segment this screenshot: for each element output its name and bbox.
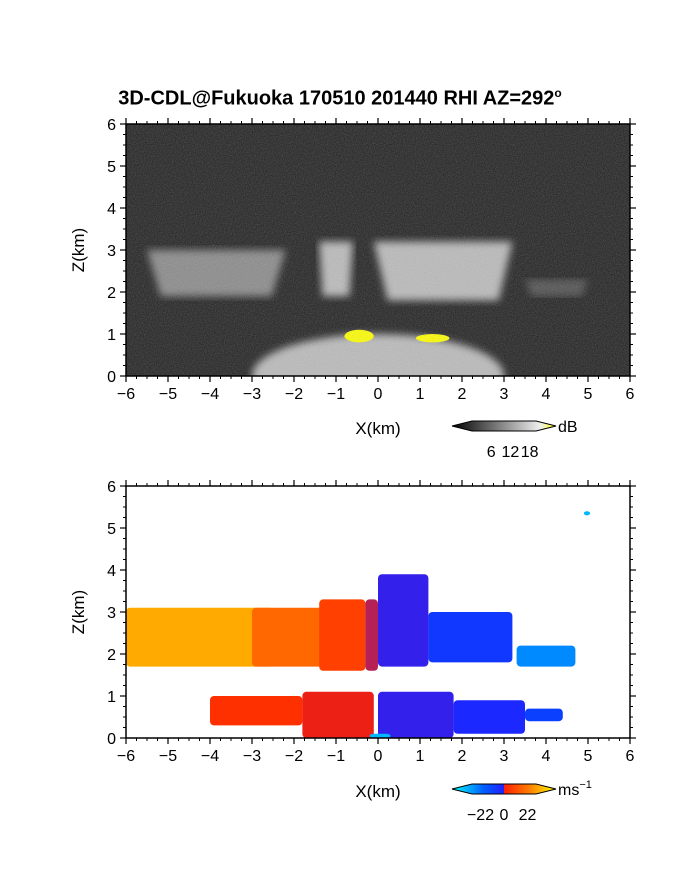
reflectivity-colorbar-ramp bbox=[451, 420, 557, 432]
bottom-xlabel: X(km) bbox=[355, 782, 400, 801]
velocity-colorbar: ms−1 −22 0 22 bbox=[451, 779, 592, 824]
top-xlabel: X(km) bbox=[355, 419, 400, 438]
reflectivity-panel: −6 −5 −4 −3 −2 −1 0 1 2 3 4 5 6 0 1 2 3 4 5 6 bbox=[107, 117, 636, 403]
bottom-xtick-label: 0 bbox=[374, 748, 383, 765]
velocity-region bbox=[583, 511, 591, 516]
bottom-ytick-label: 5 bbox=[107, 521, 116, 538]
top-xtick-label: 5 bbox=[584, 386, 593, 403]
figure-title: 3D-CDL@Fukuoka 170510 201440 RHI AZ=292o bbox=[0, 86, 680, 111]
bottom-xtick-label: 4 bbox=[542, 748, 551, 765]
top-ytick-label: 2 bbox=[107, 285, 116, 302]
reflectivity-colorbar-tick: 18 bbox=[521, 444, 539, 461]
bottom-xtick-label: −5 bbox=[159, 748, 177, 765]
velocity-region bbox=[126, 607, 273, 667]
reflectivity-field bbox=[126, 124, 630, 376]
velocity-colorbar-tick: −22 bbox=[467, 807, 494, 824]
bottom-ylabel: Z(km) bbox=[69, 590, 88, 634]
velocity-region bbox=[453, 700, 525, 734]
bottom-ytick-label: 6 bbox=[107, 479, 116, 496]
bottom-xtick-label: −1 bbox=[327, 748, 345, 765]
top-ytick-label: 4 bbox=[107, 201, 116, 218]
velocity-colorbar-unit: ms−1 bbox=[558, 779, 592, 799]
top-xtick-label: −5 bbox=[159, 386, 177, 403]
top-xtick-label: 4 bbox=[542, 386, 551, 403]
bottom-xtick-label: 2 bbox=[458, 748, 467, 765]
top-xtick-label: 1 bbox=[416, 386, 425, 403]
reflectivity-colorbar-tick: 6 bbox=[487, 444, 496, 461]
velocity-region bbox=[302, 691, 374, 738]
top-xtick-label: −3 bbox=[243, 386, 261, 403]
reflectivity-colorbar: dB 6 12 18 bbox=[451, 419, 578, 461]
reflectivity-colorbar-tick: 12 bbox=[502, 444, 520, 461]
velocity-region bbox=[378, 574, 429, 667]
bottom-ytick-label: 0 bbox=[107, 731, 116, 748]
velocity-panel: −6 −5 −4 −3 −2 −1 0 1 2 3 4 5 6 0 1 2 3 4 5 6 bbox=[107, 479, 636, 765]
bottom-ytick-label: 1 bbox=[107, 689, 116, 706]
top-xtick-label: 6 bbox=[626, 386, 635, 403]
velocity-colorbar-ramp bbox=[451, 783, 557, 795]
title-text: 3D-CDL@Fukuoka 170510 201440 RHI AZ=292 bbox=[118, 87, 555, 110]
bottom-xtick-label: −6 bbox=[117, 748, 135, 765]
top-xtick-label: −1 bbox=[327, 386, 345, 403]
bottom-xtick-label: 5 bbox=[584, 748, 593, 765]
bottom-xtick-label: 3 bbox=[500, 748, 509, 765]
velocity-region bbox=[378, 691, 454, 738]
velocity-region bbox=[319, 599, 366, 671]
top-xtick-label: 3 bbox=[500, 386, 509, 403]
top-ytick-label: 5 bbox=[107, 159, 116, 176]
top-ytick-label: 1 bbox=[107, 327, 116, 344]
top-xtick-label: 2 bbox=[458, 386, 467, 403]
velocity-colorbar-tick: 0 bbox=[500, 807, 509, 824]
top-ytick-label: 0 bbox=[107, 369, 116, 386]
top-xtick-label: −2 bbox=[285, 386, 303, 403]
bottom-xtick-label: −3 bbox=[243, 748, 261, 765]
title-superscript: o bbox=[554, 86, 562, 100]
top-xtick-label: −6 bbox=[117, 386, 135, 403]
velocity-colorbar-unit-exponent: −1 bbox=[579, 779, 592, 791]
velocity-field bbox=[126, 486, 630, 738]
bottom-ytick-label: 2 bbox=[107, 647, 116, 664]
bottom-xtick-label: 6 bbox=[626, 748, 635, 765]
velocity-region bbox=[210, 696, 303, 726]
bottom-xtick-label: −4 bbox=[201, 748, 219, 765]
reflectivity-colorbar-unit: dB bbox=[558, 419, 578, 436]
velocity-region bbox=[252, 607, 324, 667]
bottom-ytick-label: 4 bbox=[107, 563, 116, 580]
velocity-region bbox=[525, 708, 563, 722]
velocity-region bbox=[369, 733, 391, 738]
bottom-xtick-label: 1 bbox=[416, 748, 425, 765]
velocity-region bbox=[428, 612, 513, 663]
top-xtick-label: 0 bbox=[374, 386, 383, 403]
top-xtick-label: −4 bbox=[201, 386, 219, 403]
bottom-xtick-label: −2 bbox=[285, 748, 303, 765]
reflectivity-speckle bbox=[126, 124, 630, 376]
top-ytick-label: 3 bbox=[107, 243, 116, 260]
velocity-region bbox=[365, 599, 378, 671]
velocity-colorbar-unit-base: ms bbox=[558, 782, 579, 799]
top-ytick-label: 6 bbox=[107, 117, 116, 134]
bottom-ytick-label: 3 bbox=[107, 605, 116, 622]
velocity-colorbar-tick: 22 bbox=[519, 807, 537, 824]
velocity-region bbox=[516, 645, 576, 667]
top-ylabel: Z(km) bbox=[69, 228, 88, 272]
